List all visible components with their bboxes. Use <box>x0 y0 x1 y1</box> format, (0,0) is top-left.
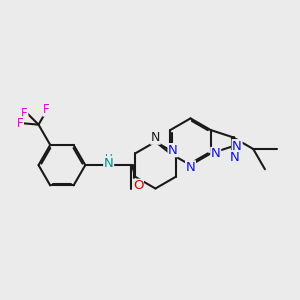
Text: N: N <box>186 161 195 174</box>
Text: O: O <box>133 179 143 192</box>
Text: H: H <box>105 154 112 164</box>
Text: N: N <box>232 140 242 153</box>
Text: N: N <box>211 148 220 160</box>
Text: N: N <box>168 144 178 157</box>
Text: N: N <box>151 131 160 144</box>
Text: F: F <box>17 117 23 130</box>
Text: F: F <box>21 107 28 120</box>
Text: N: N <box>230 151 239 164</box>
Text: F: F <box>43 103 50 116</box>
Text: N: N <box>104 157 113 170</box>
